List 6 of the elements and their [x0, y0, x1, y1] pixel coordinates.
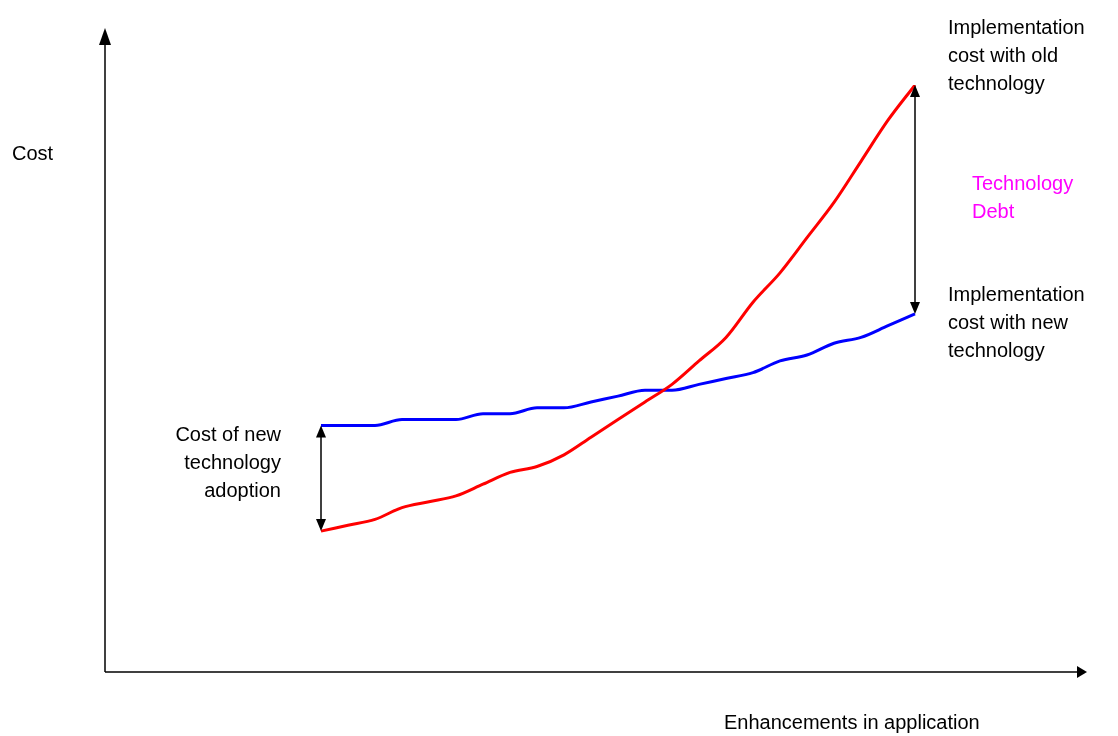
x-axis-title: Enhancements in application: [724, 710, 980, 735]
y-axis-title: Cost: [12, 141, 54, 166]
series-label: Implementation cost with old technology: [948, 15, 1086, 96]
annotation: Technology Debt: [972, 171, 1075, 225]
annotation: Cost of new technology adoption: [174, 422, 281, 504]
series-label: Implementation cost with new technology: [948, 281, 1086, 363]
